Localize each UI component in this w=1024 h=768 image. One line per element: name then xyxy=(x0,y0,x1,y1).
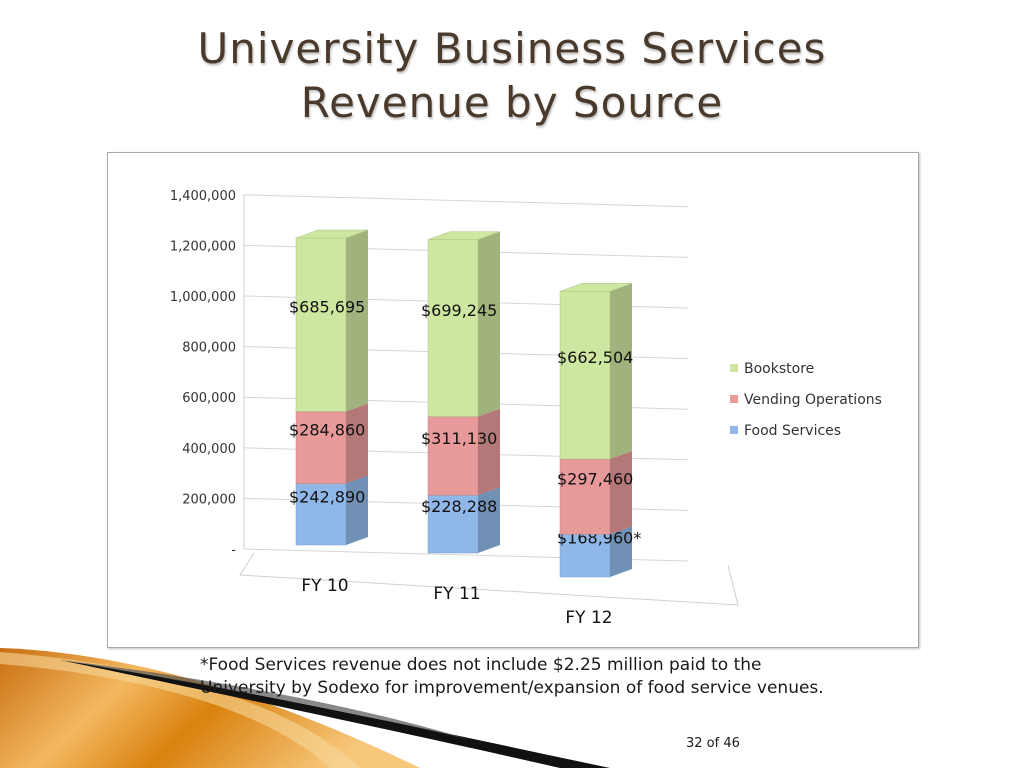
x-category-label: FY 12 xyxy=(565,608,612,628)
y-tick-label: 600,000 xyxy=(182,391,236,406)
bar-vending-operations xyxy=(295,411,347,484)
bar-side xyxy=(478,231,500,417)
footnote-line-1: *Food Services revenue does not include … xyxy=(200,655,762,675)
bar-side xyxy=(478,487,500,553)
bar-vending-operations xyxy=(559,458,611,535)
title-line-1: University Business Services xyxy=(197,24,827,73)
data-label: $662,504 xyxy=(557,348,633,367)
data-label: $297,460 xyxy=(557,470,633,489)
legend-swatch xyxy=(730,395,738,403)
title-line-2: Revenue by Source xyxy=(300,78,724,127)
chart-frame: - 200,000 400,000 600,000 800,000 1,000,000 1,… xyxy=(107,152,919,648)
footnote: *Food Services revenue does not include … xyxy=(200,654,920,700)
data-label: $699,245 xyxy=(421,301,497,320)
y-tick-label: - xyxy=(231,543,236,558)
bar-side xyxy=(610,450,632,535)
y-tick-label: 1,400,000 xyxy=(170,189,236,204)
page-number: 32 of 46 xyxy=(686,736,740,751)
data-label: $228,288 xyxy=(421,497,497,516)
slide-title: University Business Services Revenue by … xyxy=(0,22,1024,130)
legend-swatch xyxy=(730,364,738,372)
bar-bookstore xyxy=(559,291,611,460)
bar-side xyxy=(346,475,368,545)
bar-top xyxy=(295,229,369,239)
bar-side xyxy=(610,283,632,459)
stacked-bar-chart: - 200,000 400,000 600,000 800,000 1,000,000 1,… xyxy=(170,189,882,628)
bar-side xyxy=(478,408,500,496)
legend-label: Food Services xyxy=(744,423,841,439)
x-category-label: FY 10 xyxy=(301,576,348,596)
data-label: $311,130 xyxy=(421,429,497,448)
bar-side xyxy=(346,229,368,412)
legend-label: Bookstore xyxy=(744,361,814,377)
legend-label: Vending Operations xyxy=(744,392,882,408)
footnote-line-2: University by Sodexo for improvement/exp… xyxy=(200,678,824,698)
data-label: $242,890 xyxy=(289,487,365,506)
x-category-label: FY 11 xyxy=(433,584,480,604)
bar-food-services xyxy=(559,534,611,578)
bar-side xyxy=(610,526,632,577)
y-tick-label: 1,000,000 xyxy=(170,290,236,305)
data-label: $284,860 xyxy=(289,421,365,440)
bar-vending-operations xyxy=(427,416,479,496)
data-label: $685,695 xyxy=(289,298,365,317)
y-tick-label: 400,000 xyxy=(182,442,236,457)
bar-side xyxy=(346,403,368,484)
y-tick-label: 200,000 xyxy=(182,492,236,507)
bar-top xyxy=(559,283,633,292)
gridline xyxy=(243,194,689,208)
y-tick-label: 1,200,000 xyxy=(170,239,236,254)
bar-bookstore xyxy=(295,237,347,412)
bar-food-services xyxy=(295,483,347,546)
legend-swatch xyxy=(730,426,738,434)
bar-bookstore xyxy=(427,239,479,417)
bar-food-services xyxy=(427,494,479,554)
bar-top xyxy=(427,231,501,240)
chart-floor xyxy=(239,552,739,606)
y-tick-label: 800,000 xyxy=(182,341,236,356)
